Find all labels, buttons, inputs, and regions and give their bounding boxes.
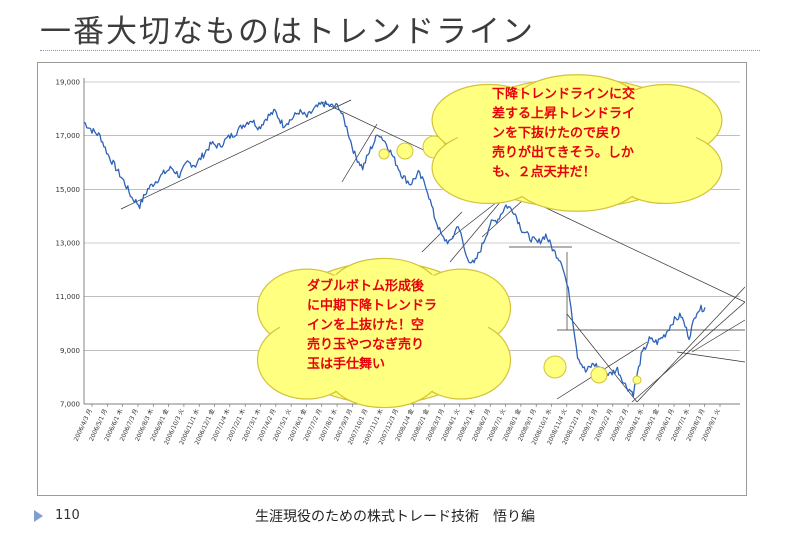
annotation-line: も、２点天井だ！: [492, 164, 596, 180]
trendline: [691, 319, 745, 353]
trendline: [421, 211, 463, 253]
slide-title: 一番大切なものはトレンドライン: [40, 14, 535, 50]
annotation-line: 差する上昇トレンドライ: [492, 106, 635, 122]
y-tick-label: 15,000: [56, 186, 81, 194]
trendline: [631, 301, 745, 403]
footer-caption: 生涯現役のための株式トレード技術 悟り編: [255, 509, 535, 525]
annotation-line: ンを下抜けたので戻り: [492, 125, 622, 141]
footer-arrow-icon: [34, 510, 43, 522]
highlight-bubble: [590, 366, 608, 384]
y-tick-label: 17,000: [56, 132, 81, 140]
trendline: [566, 313, 638, 403]
highlight-bubble: [632, 375, 642, 385]
y-tick-label: 7,000: [60, 401, 80, 409]
annotation-cloud-lower: ダブルボトム形成後に中期下降トレンドラインを上抜けた！空売り玉やつなぎ売り玉は手…: [256, 257, 512, 409]
y-tick-label: 11,000: [56, 293, 81, 301]
annotation-cloud-upper: 下降トレンドラインに交差する上昇トレンドラインを下抜けたので戻り売りが出てきそう…: [431, 74, 723, 212]
trendline: [451, 201, 498, 238]
annotation-line: ダブルボトム形成後: [307, 278, 425, 294]
highlight-bubble: [543, 355, 567, 379]
annotation-line: 売り玉やつなぎ売り: [307, 337, 424, 353]
stock-price-chart: 7,000 9,000 11,000 13,000 15,000 17,000 19,000…: [56, 74, 745, 446]
highlight-bubble: [378, 148, 390, 160]
trendline: [449, 193, 508, 263]
title-divider: [40, 50, 760, 51]
trendline: [120, 99, 352, 210]
page-number: 110: [55, 508, 80, 523]
trendline: [636, 286, 745, 403]
y-tick-label: 19,000: [56, 79, 81, 87]
y-tick-label: 9,000: [60, 347, 80, 355]
annotation-line: インを上抜けた！空: [307, 317, 424, 333]
trendline: [341, 123, 378, 183]
annotation-line: 玉は手仕舞い: [307, 356, 385, 372]
annotation-line: に中期下降トレンドラ: [307, 298, 437, 314]
annotation-line: 下降トレンドラインに交: [492, 86, 635, 102]
trendline: [676, 351, 745, 363]
y-tick-label: 13,000: [56, 240, 81, 248]
annotation-line: 売りが出てきそう。しか: [492, 145, 634, 161]
highlight-bubble: [396, 142, 414, 160]
